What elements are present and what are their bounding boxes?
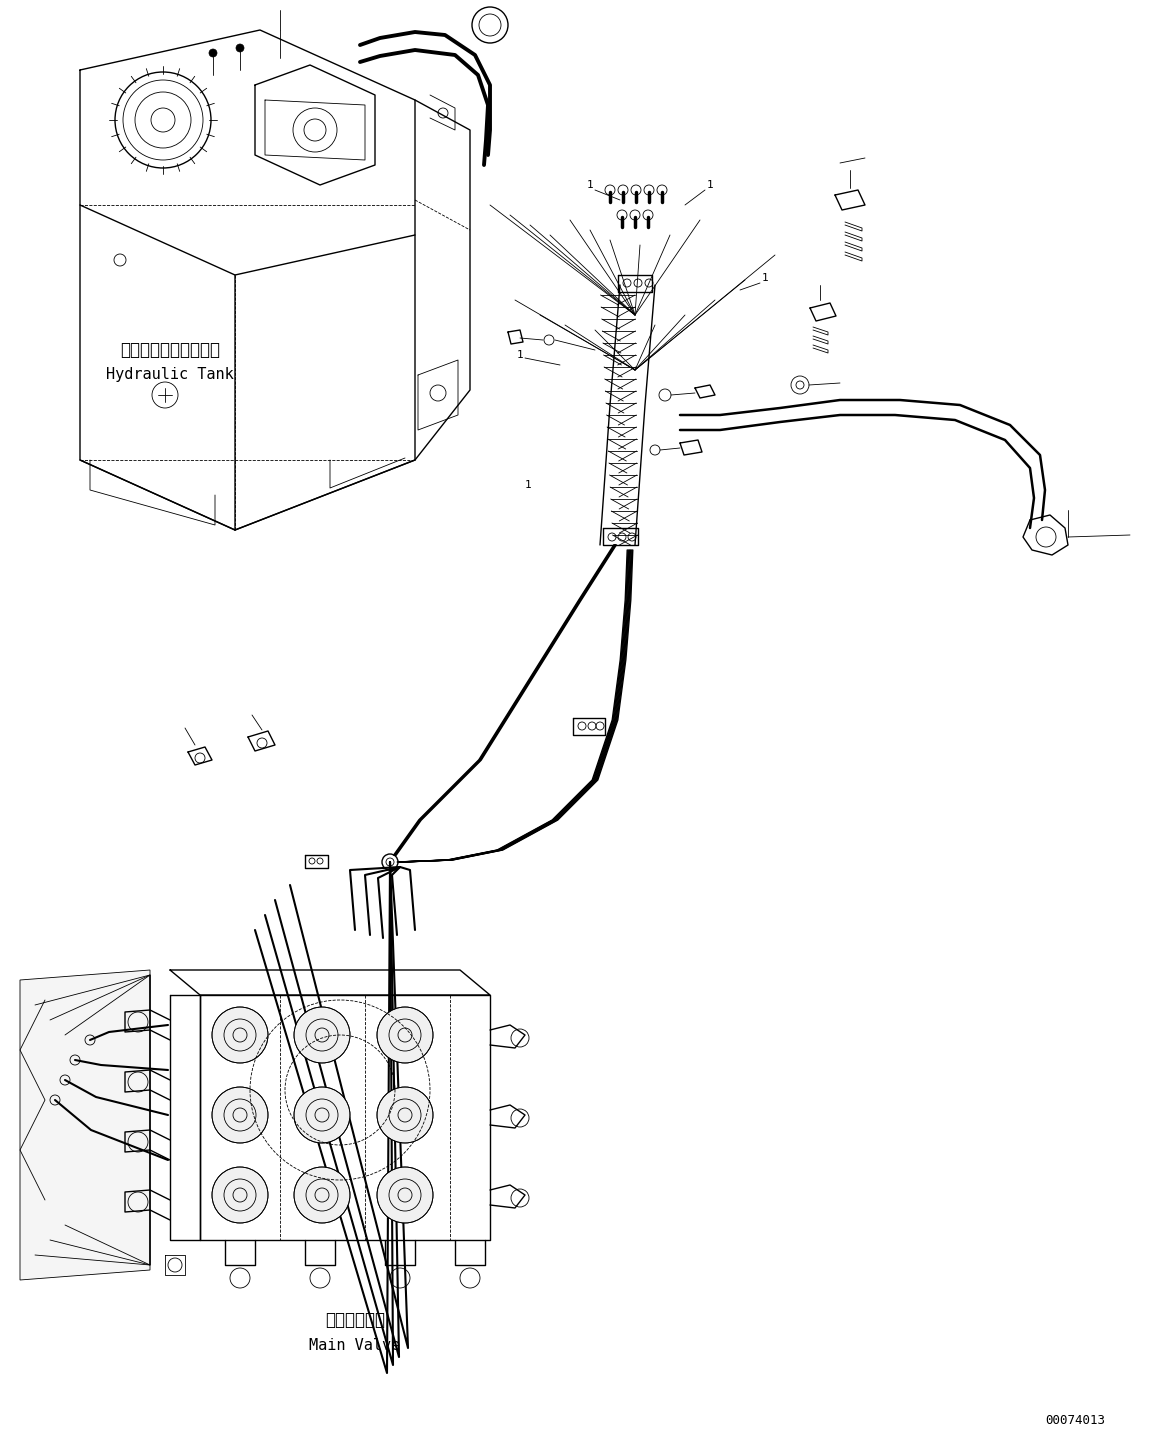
Circle shape	[212, 1007, 267, 1063]
Text: 1: 1	[525, 481, 531, 491]
Text: 1: 1	[707, 180, 713, 190]
Text: 00074013: 00074013	[1046, 1414, 1105, 1427]
Text: 1: 1	[516, 351, 523, 359]
Circle shape	[212, 1167, 267, 1224]
Text: 1: 1	[586, 180, 593, 190]
Circle shape	[209, 49, 217, 58]
Circle shape	[212, 1087, 267, 1143]
Circle shape	[236, 43, 244, 52]
Circle shape	[294, 1167, 350, 1224]
Text: 1: 1	[762, 273, 769, 283]
Text: ハイドロリックタンク: ハイドロリックタンク	[120, 341, 220, 359]
Polygon shape	[20, 970, 150, 1280]
Circle shape	[294, 1087, 350, 1143]
Text: メインバルブ: メインバルブ	[324, 1312, 385, 1329]
Circle shape	[377, 1007, 433, 1063]
Text: Hydraulic Tank: Hydraulic Tank	[106, 368, 234, 382]
Circle shape	[377, 1167, 433, 1224]
Circle shape	[377, 1087, 433, 1143]
Circle shape	[294, 1007, 350, 1063]
Text: Main Valve: Main Valve	[309, 1338, 400, 1352]
